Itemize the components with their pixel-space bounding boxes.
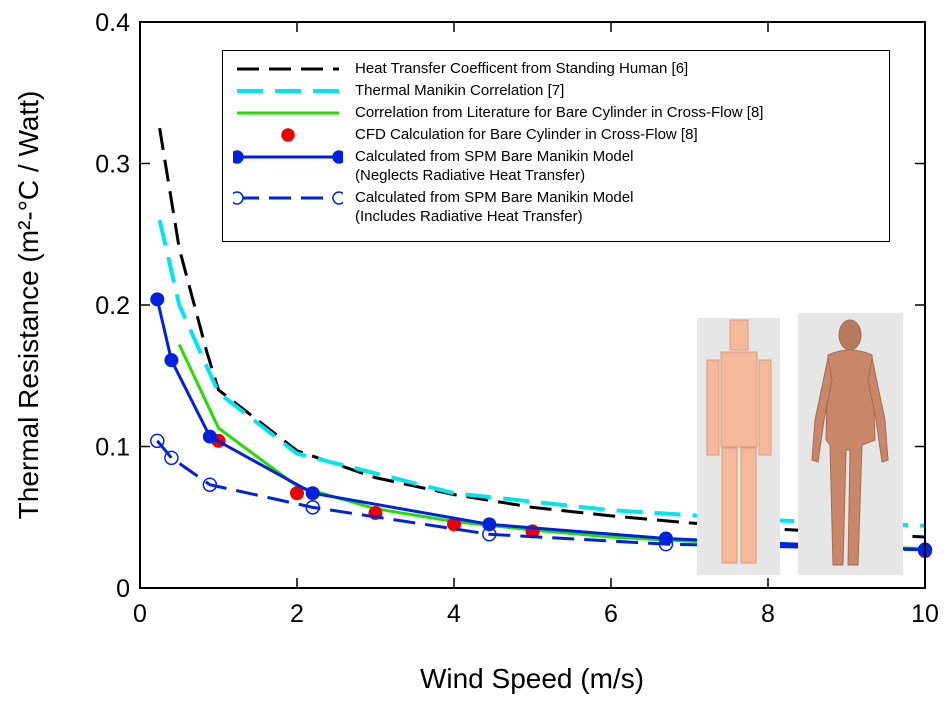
legend-label: Correlation from Literature for Bare Cyl… xyxy=(355,104,764,121)
legend-marker xyxy=(332,191,343,205)
data-point xyxy=(202,477,218,492)
legend-label: CFD Calculation for Bare Cylinder in Cro… xyxy=(355,126,698,143)
y-tick-label: 0.1 xyxy=(95,434,130,462)
data-point xyxy=(164,353,179,368)
legend-label: Calculated from SPM Bare Manikin Model (… xyxy=(355,189,634,225)
data-point xyxy=(658,536,674,552)
x-tick-label: 2 xyxy=(290,600,304,628)
data-point xyxy=(150,292,165,307)
data-point xyxy=(447,517,461,532)
y-tick-label: 0.3 xyxy=(95,151,130,179)
y-tick-label: 0.2 xyxy=(95,292,130,320)
x-tick-label: 10 xyxy=(911,600,939,628)
legend-label: Heat Transfer Coefficent from Standing H… xyxy=(355,60,689,77)
series-line xyxy=(156,439,926,552)
legend-swatch xyxy=(233,150,343,164)
x-axis-label: Wind Speed (m/s) xyxy=(420,663,644,694)
legend-entry: Thermal Manikin Correlation [7] xyxy=(233,81,879,100)
block-manikin xyxy=(706,319,772,564)
data-point xyxy=(202,429,217,444)
data-point xyxy=(482,526,497,542)
legend-swatch xyxy=(237,111,339,115)
y-tick-label: 0.4 xyxy=(95,9,130,37)
legend-label: Calculated from SPM Bare Manikin Model (… xyxy=(355,148,634,184)
data-point xyxy=(305,500,320,515)
x-tick-label: 0 xyxy=(133,600,147,628)
data-point xyxy=(658,531,673,546)
data-point xyxy=(290,486,304,501)
x-tick-label: 8 xyxy=(761,600,775,628)
legend: Heat Transfer Coefficent from Standing H… xyxy=(222,50,890,242)
x-tick-label: 4 xyxy=(447,600,461,628)
legend-entry: Calculated from SPM Bare Manikin Model (… xyxy=(233,147,879,185)
human-manikin xyxy=(811,319,889,566)
legend-entry: Calculated from SPM Bare Manikin Model (… xyxy=(233,188,879,226)
axes-layer: 0 2 4 6 8 10 0 0.1 0.2 0.3 0.4 xyxy=(95,9,939,628)
data-point xyxy=(482,517,497,532)
data-point xyxy=(164,450,179,466)
legend-entry: CFD Calculation for Bare Cylinder in Cro… xyxy=(233,125,879,144)
legend-marker xyxy=(233,191,244,205)
y-axis-label: Thermal Resistance (m²-°C / Watt) xyxy=(13,91,44,520)
manikin-images xyxy=(697,313,903,575)
legend-marker xyxy=(233,150,244,164)
legend-marker xyxy=(332,150,343,164)
legend-swatch xyxy=(233,191,343,205)
legend-entry: Correlation from Literature for Bare Cyl… xyxy=(233,103,879,122)
x-tick-label: 6 xyxy=(604,600,618,628)
data-point xyxy=(150,433,165,449)
legend-swatch xyxy=(237,67,339,71)
legend-entry: Heat Transfer Coefficent from Standing H… xyxy=(233,59,879,78)
y-tick-label: 0 xyxy=(116,575,130,603)
legend-marker xyxy=(281,128,295,142)
legend-swatch xyxy=(281,128,295,142)
legend-swatch xyxy=(237,89,339,93)
legend-label: Thermal Manikin Correlation [7] xyxy=(355,82,565,99)
data-point xyxy=(305,486,320,501)
